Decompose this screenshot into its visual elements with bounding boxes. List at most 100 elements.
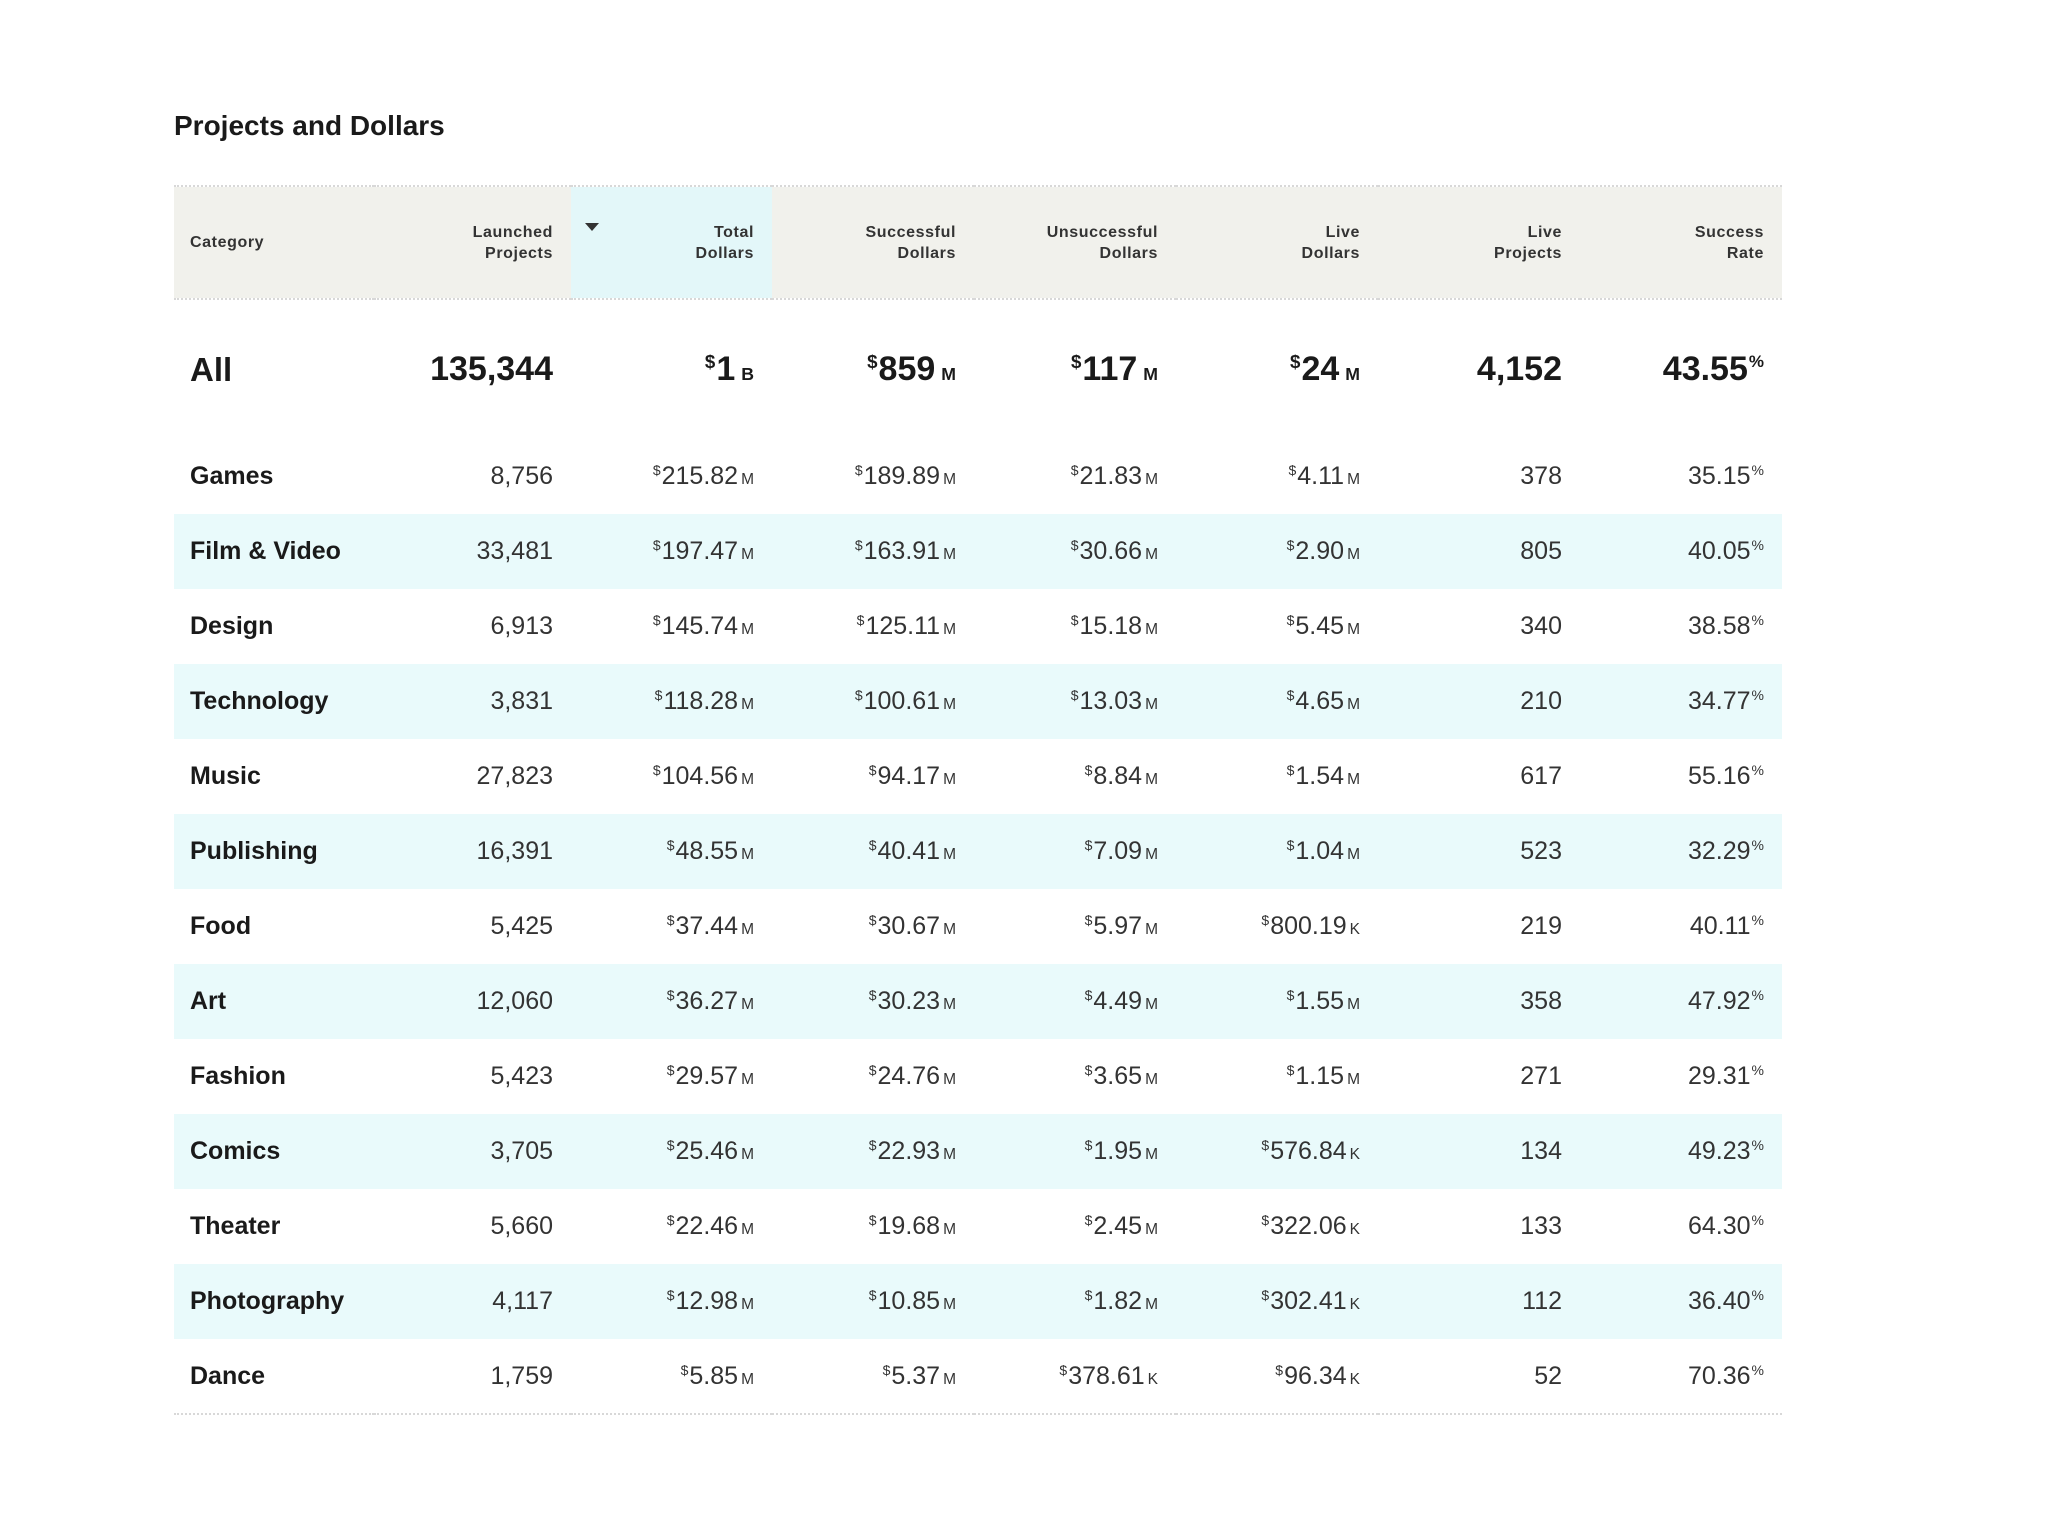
table-row[interactable]: Food 5,425 $37.44 M $30.67 M $5.97 M $800.19 K 219… — [174, 889, 1782, 964]
table-row[interactable]: Film & Video 33,481 $197.47 M $163.91 M $30.66… — [174, 514, 1782, 589]
percent-value: 64.30 — [1687, 1212, 1751, 1240]
table-row[interactable]: Games 8,756 $215.82 M $189.89 M $21.83 M $4.11 M 3… — [174, 439, 1782, 514]
cell-success-rate: 40.05% — [1580, 514, 1782, 589]
money-value: 5.97 — [1093, 912, 1143, 940]
table-row[interactable]: Design 6,913 $145.74 M $125.11 M $15.18 M $5.45 M… — [174, 589, 1782, 664]
percent-value: 43.55 — [1662, 350, 1748, 388]
cell-live-projects: 4,152 — [1378, 299, 1580, 439]
table-body: All 135,344 $1 B $859 M $117 M $24 M 4,152 43.55% Ga… — [174, 299, 1782, 1414]
table-row[interactable]: Comics 3,705 $25.46 M $22.93 M $1.95 M $576.84 K 1… — [174, 1114, 1782, 1189]
cell-success-rate: 35.15% — [1580, 439, 1782, 514]
money-unit: M — [741, 1370, 754, 1388]
cell-successful-dollars: $40.41 M — [772, 814, 974, 889]
money-unit: M — [943, 1296, 956, 1313]
projects-dollars-table: Category Launched Projects Total Dollars Succ… — [174, 185, 1782, 1415]
percent-value: 35.15 — [1687, 462, 1751, 490]
table-row[interactable]: Publishing 16,391 $48.55 M $40.41 M $7.09 M $1.0… — [174, 814, 1782, 889]
column-header-label: Projects — [1494, 244, 1562, 262]
currency-symbol: $ — [867, 350, 878, 372]
cell-launched-projects: 6,913 — [374, 589, 571, 664]
column-header-successful-dollars[interactable]: Successful Dollars — [772, 186, 974, 299]
table-row[interactable]: Art 12,060 $36.27 M $30.23 M $4.49 M $1.55 M 358 47… — [174, 964, 1782, 1039]
table-row[interactable]: Technology 3,831 $118.28 M $100.61 M $13.03 M $4… — [174, 664, 1782, 739]
table-row[interactable]: Theater 5,660 $22.46 M $19.68 M $2.45 M $322.06 K… — [174, 1189, 1782, 1264]
money-value: 302.41 — [1270, 1287, 1347, 1315]
cell-category: Theater — [174, 1189, 374, 1264]
column-header-live-dollars[interactable]: Live Dollars — [1176, 186, 1378, 299]
cell-live-projects: 52 — [1378, 1339, 1580, 1414]
number-value: 4,152 — [1476, 350, 1562, 388]
column-header-total-dollars[interactable]: Total Dollars — [571, 186, 772, 299]
currency-symbol: $ — [1286, 687, 1295, 704]
column-header-unsuccessful-dollars[interactable]: Unsuccessful Dollars — [974, 186, 1176, 299]
column-header-live-projects[interactable]: Live Projects — [1378, 186, 1580, 299]
cell-unsuccessful-dollars: $13.03 M — [974, 664, 1176, 739]
cell-successful-dollars: $30.67 M — [772, 889, 974, 964]
column-header-success-rate[interactable]: Success Rate — [1580, 186, 1782, 299]
cell-unsuccessful-dollars: $8.84 M — [974, 739, 1176, 814]
currency-symbol: $ — [1261, 1212, 1270, 1229]
cell-success-rate: 47.92% — [1580, 964, 1782, 1039]
percent-symbol: % — [1751, 762, 1764, 779]
cell-live-projects: 133 — [1378, 1189, 1580, 1264]
money-value: 322.06 — [1270, 1212, 1347, 1240]
money-unit: K — [1349, 921, 1360, 938]
percent-value: 40.11 — [1689, 912, 1751, 940]
money-value: 24 — [1301, 350, 1340, 388]
total-row[interactable]: All 135,344 $1 B $859 M $117 M $24 M 4,152 43.55% — [174, 299, 1782, 439]
number-value: 805 — [1520, 537, 1562, 565]
cell-live-dollars: $1.15 M — [1176, 1039, 1378, 1114]
money-unit: M — [1347, 471, 1360, 488]
column-header-category[interactable]: Category — [174, 186, 374, 299]
money-value: 19.68 — [877, 1212, 941, 1240]
money-value: 22.46 — [675, 1212, 739, 1240]
number-value: 523 — [1520, 837, 1562, 865]
currency-symbol: $ — [1261, 1137, 1270, 1154]
cell-successful-dollars: $10.85 M — [772, 1264, 974, 1339]
stats-table: Category Launched Projects Total Dollars Succ… — [174, 185, 1782, 1415]
table-row[interactable]: Fashion 5,423 $29.57 M $24.76 M $3.65 M $1.15 M 27… — [174, 1039, 1782, 1114]
table-row[interactable]: Photography 4,117 $12.98 M $10.85 M $1.82 M $302… — [174, 1264, 1782, 1339]
column-header-label: Launched — [472, 223, 553, 241]
table-row[interactable]: Dance 1,759 $5.85 M $5.37 M $378.61 K $96.34 K 52 7… — [174, 1339, 1782, 1414]
currency-symbol: $ — [868, 1287, 877, 1304]
money-unit: M — [1145, 546, 1158, 563]
category-name: Photography — [190, 1287, 345, 1315]
money-value: 30.23 — [877, 987, 941, 1015]
percent-value: 49.23 — [1687, 1137, 1751, 1165]
cell-live-dollars: $302.41 K — [1176, 1264, 1378, 1339]
column-header-label: Dollars — [695, 244, 754, 262]
caret-down-icon[interactable] — [585, 223, 599, 231]
money-unit: M — [1145, 846, 1158, 863]
currency-symbol: $ — [666, 1212, 675, 1229]
cell-live-dollars: $2.90 M — [1176, 514, 1378, 589]
cell-unsuccessful-dollars: $15.18 M — [974, 589, 1176, 664]
money-value: 1 — [716, 350, 736, 388]
column-header-label: Total — [713, 223, 754, 241]
money-value: 1.15 — [1295, 1062, 1345, 1090]
money-value: 2.90 — [1295, 537, 1345, 565]
number-value: 358 — [1520, 987, 1562, 1015]
money-unit: M — [1145, 921, 1158, 938]
number-value: 219 — [1520, 912, 1562, 940]
column-header-label: Dollars — [1301, 244, 1360, 262]
percent-value: 70.36 — [1687, 1361, 1751, 1390]
money-unit: M — [943, 771, 956, 788]
currency-symbol: $ — [1261, 912, 1270, 929]
currency-symbol: $ — [1084, 1212, 1093, 1229]
cell-launched-projects: 27,823 — [374, 739, 571, 814]
cell-unsuccessful-dollars: $5.97 M — [974, 889, 1176, 964]
currency-symbol: $ — [1084, 912, 1093, 929]
currency-symbol: $ — [666, 1287, 675, 1304]
money-unit: M — [943, 621, 956, 638]
table-row[interactable]: Music 27,823 $104.56 M $94.17 M $8.84 M $1.54 M 61… — [174, 739, 1782, 814]
column-header-label: Rate — [1726, 244, 1764, 262]
column-header-launched-projects[interactable]: Launched Projects — [374, 186, 571, 299]
cell-unsuccessful-dollars: $30.66 M — [974, 514, 1176, 589]
money-unit: M — [1143, 364, 1158, 384]
number-value: 134 — [1520, 1137, 1562, 1165]
money-value: 96.34 — [1284, 1361, 1347, 1390]
percent-value: 40.05 — [1687, 537, 1751, 565]
cell-total-dollars: $145.74 M — [571, 589, 772, 664]
percent-value: 29.31 — [1687, 1062, 1751, 1090]
